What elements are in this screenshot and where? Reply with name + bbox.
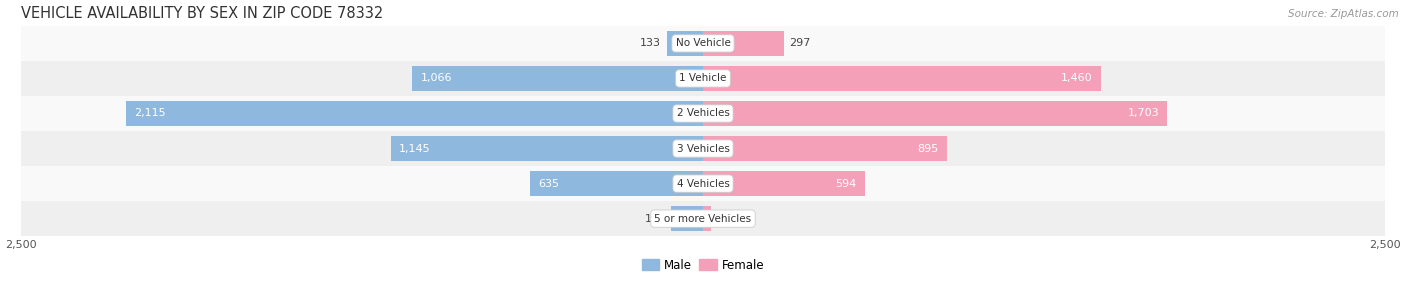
Bar xyxy=(666,31,703,56)
Text: 1,066: 1,066 xyxy=(420,73,453,84)
Text: 4 Vehicles: 4 Vehicles xyxy=(676,179,730,188)
Text: 895: 895 xyxy=(918,144,939,154)
Text: 1 Vehicle: 1 Vehicle xyxy=(679,73,727,84)
Bar xyxy=(703,136,948,161)
Text: 133: 133 xyxy=(640,39,661,48)
Bar xyxy=(703,66,1101,91)
Text: Source: ZipAtlas.com: Source: ZipAtlas.com xyxy=(1288,9,1399,19)
Text: 1,145: 1,145 xyxy=(399,144,430,154)
Bar xyxy=(21,26,1385,61)
Bar xyxy=(703,171,865,196)
Text: 3 Vehicles: 3 Vehicles xyxy=(676,144,730,154)
Text: VEHICLE AVAILABILITY BY SEX IN ZIP CODE 78332: VEHICLE AVAILABILITY BY SEX IN ZIP CODE … xyxy=(21,6,384,21)
Text: 116: 116 xyxy=(645,214,666,224)
Text: 1,703: 1,703 xyxy=(1128,109,1159,118)
Bar xyxy=(21,131,1385,166)
Text: 2,115: 2,115 xyxy=(135,109,166,118)
Text: No Vehicle: No Vehicle xyxy=(675,39,731,48)
Text: 297: 297 xyxy=(789,39,811,48)
Bar xyxy=(412,66,703,91)
Text: 1,460: 1,460 xyxy=(1062,73,1092,84)
Bar xyxy=(21,166,1385,201)
Bar xyxy=(703,31,785,56)
Bar xyxy=(703,206,711,231)
Bar xyxy=(21,96,1385,131)
Bar xyxy=(672,206,703,231)
Bar xyxy=(703,101,1167,126)
Text: 31: 31 xyxy=(717,214,731,224)
Text: 2 Vehicles: 2 Vehicles xyxy=(676,109,730,118)
Text: 635: 635 xyxy=(538,179,560,188)
Text: 5 or more Vehicles: 5 or more Vehicles xyxy=(654,214,752,224)
Bar xyxy=(21,61,1385,96)
Legend: Male, Female: Male, Female xyxy=(637,254,769,277)
Bar xyxy=(21,201,1385,236)
Bar xyxy=(391,136,703,161)
Text: 594: 594 xyxy=(835,179,856,188)
Bar xyxy=(127,101,703,126)
Bar xyxy=(530,171,703,196)
